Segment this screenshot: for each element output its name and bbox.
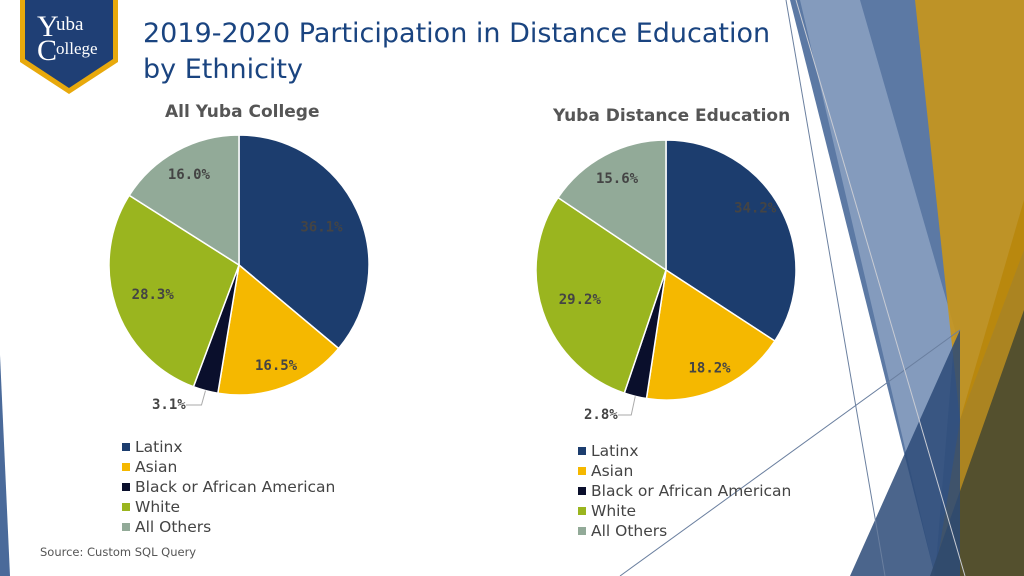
- legend-label: Latinx: [135, 438, 183, 456]
- leader-line: [618, 396, 636, 416]
- legend-item-asian: Asian: [122, 457, 335, 477]
- pie-chart-yuba-distance-education: 34.2% 18.2% 2.8% 29.2% 15.6%: [535, 139, 797, 423]
- data-label-black-or-african-american: 3.1%: [152, 397, 186, 413]
- legend-label: Asian: [591, 462, 634, 480]
- data-label-asian: 16.5%: [255, 358, 298, 374]
- legend-swatch: [578, 527, 586, 535]
- pie-slice-all-others: [128, 134, 240, 267]
- legend-label: Latinx: [591, 442, 639, 460]
- legend-swatch: [122, 463, 130, 471]
- data-label-white: 29.2%: [559, 292, 602, 308]
- data-label-white: 28.3%: [132, 287, 175, 303]
- data-label-latinx: 34.2%: [734, 201, 777, 217]
- legend-item-black-or-african-american: Black or African American: [578, 481, 791, 501]
- legend-swatch: [122, 443, 130, 451]
- pie-slice-white: [108, 194, 240, 388]
- legend-label: All Others: [591, 522, 668, 540]
- legend-swatch: [578, 487, 586, 495]
- deco-left-triangle: [0, 355, 10, 576]
- data-label-asian: 18.2%: [688, 360, 731, 376]
- legend-label: Black or African American: [591, 482, 792, 500]
- legend-label: Black or African American: [135, 478, 336, 496]
- legend-item-black-or-african-american: Black or African American: [122, 477, 335, 497]
- chart-1-title: All Yuba College: [165, 102, 320, 122]
- slide-title: 2019-2020 Participation in Distance Educ…: [143, 18, 771, 85]
- pie-slice-all-others: [556, 139, 667, 272]
- legend-swatch: [578, 467, 586, 475]
- legend-swatch: [578, 447, 586, 455]
- legend-item-latinx: Latinx: [122, 437, 335, 457]
- legend-item-white: White: [578, 501, 791, 521]
- logo-line-1: uba: [56, 14, 84, 35]
- data-label-all-others: 15.6%: [596, 171, 639, 187]
- pie-slice-white: [535, 196, 667, 395]
- leader-line: [186, 390, 206, 406]
- data-label-black-or-african-american: 2.8%: [584, 407, 618, 423]
- legend-label: Asian: [135, 458, 178, 476]
- data-label-all-others: 16.0%: [168, 167, 211, 183]
- deco-line: [619, 329, 961, 576]
- data-label-latinx: 36.1%: [300, 220, 343, 236]
- legend-item-asian: Asian: [578, 461, 791, 481]
- deco-navy-triangle: [850, 330, 960, 576]
- chart-1-legend: Latinx Asian Black or African American Whit…: [122, 437, 335, 537]
- legend-label: White: [591, 502, 637, 520]
- source-note: Source: Custom SQL Query: [40, 545, 197, 559]
- legend-swatch: [122, 483, 130, 491]
- legend-label: All Others: [135, 518, 212, 536]
- chart-2-title: Yuba Distance Education: [553, 106, 791, 126]
- legend-item-white: White: [122, 497, 335, 517]
- chart-2-legend: Latinx Asian Black or African American Whit…: [578, 441, 791, 541]
- pie-slice-asian: [645, 268, 776, 401]
- pie-slice-asian: [216, 263, 340, 396]
- legend-swatch: [578, 507, 586, 515]
- deco-line: [795, 0, 966, 576]
- legend-swatch: [122, 503, 130, 511]
- legend-item-latinx: Latinx: [578, 441, 791, 461]
- pie-chart-all-yuba-college: 36.1% 16.5% 3.1% 28.3% 16.0%: [108, 134, 370, 413]
- legend-item-all-others: All Others: [122, 517, 335, 537]
- logo-line-2: ollege: [56, 39, 98, 58]
- pie-slice-latinx: [238, 134, 370, 350]
- legend-swatch: [122, 523, 130, 531]
- legend-item-all-others: All Others: [578, 521, 791, 541]
- yuba-college-logo: Y uba C ollege: [20, 0, 118, 94]
- logo-cap-2: C: [37, 34, 57, 67]
- logo-cap-1: Y: [37, 10, 59, 43]
- deco-line: [785, 0, 886, 576]
- legend-label: White: [135, 498, 181, 516]
